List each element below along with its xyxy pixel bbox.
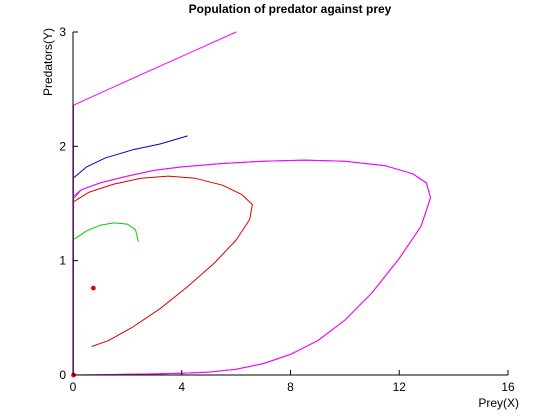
series-layer [71,31,431,378]
x-ticks: 0 4 8 12 16 [70,370,515,394]
x-tick-label: 4 [178,380,185,394]
y-tick-label: 2 [59,139,66,153]
y-tick-label: 3 [59,25,66,39]
x-tick-label: 12 [393,380,407,394]
x-axis-label: Prey(X) [478,396,519,410]
x-tick-label: 8 [287,380,294,394]
trajectory-4 [73,159,431,376]
chart-title: Population of predator against prey [189,2,392,16]
trajectory-2 [73,135,188,178]
y-tick-label: 1 [59,254,66,268]
y-tick-label: 0 [59,368,66,382]
equilibrium-marker-1 [90,285,96,291]
y-axis-label: Predators(Y) [41,28,55,96]
y-ticks: 0 1 2 3 [59,25,78,382]
trajectory-5 [73,175,253,347]
trajectory-6 [73,222,139,242]
x-tick-label: 0 [70,380,77,394]
x-tick-label: 16 [501,380,515,394]
